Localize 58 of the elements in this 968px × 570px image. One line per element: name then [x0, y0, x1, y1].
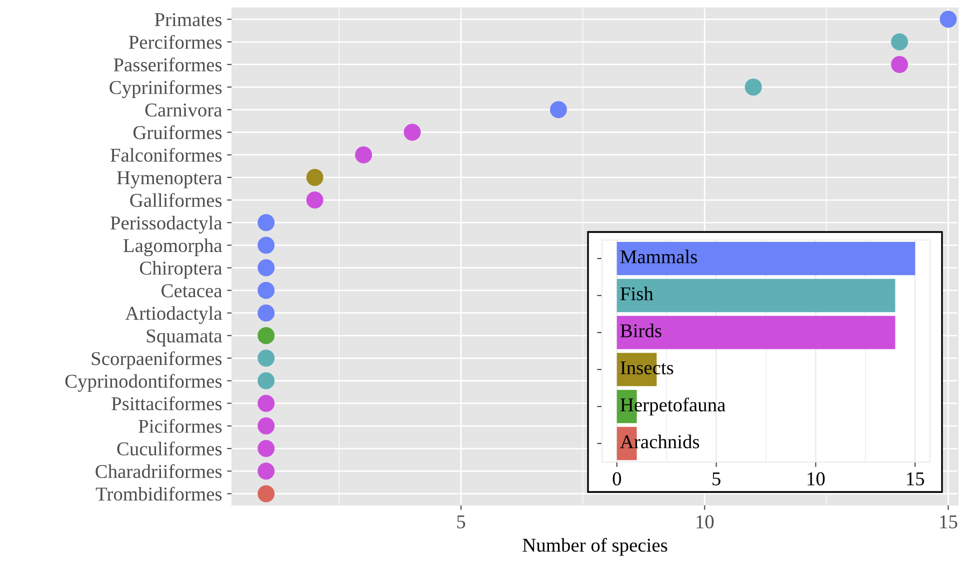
y-tick-label: Cyprinodontiformes — [65, 374, 222, 392]
point — [404, 124, 421, 141]
y-tick-label: Mammals — [620, 250, 697, 264]
y-tick-label: Psittaciformes — [112, 396, 222, 410]
point — [550, 101, 567, 118]
y-tick-label: Gruiformes — [133, 125, 222, 140]
point — [258, 259, 275, 276]
point — [258, 372, 275, 390]
y-tick-label: Trombidiformes — [96, 486, 222, 501]
x-tick-label: 0 — [612, 472, 622, 486]
point — [891, 56, 908, 73]
y-tick-label: Artiodactyla — [125, 306, 222, 324]
bar — [616, 316, 896, 350]
y-tick-label: Hymenoptera — [117, 171, 222, 188]
x-tick-label: 10 — [808, 472, 825, 486]
y-tick-label: Primates — [154, 13, 222, 26]
y-tick-label: Lagomorpha — [123, 238, 222, 256]
bar — [616, 278, 896, 312]
x-tick-label: 5 — [712, 472, 720, 486]
point — [258, 327, 275, 344]
point — [355, 146, 372, 164]
x-tick-label: 10 — [696, 515, 714, 528]
y-tick-label: Scorpaeniformes — [92, 351, 222, 370]
y-tick-label: Carnivora — [145, 104, 222, 117]
y-tick-label: Cetacea — [162, 284, 222, 298]
point — [306, 168, 324, 186]
point — [258, 236, 275, 254]
x-tick-label: 15 — [940, 515, 958, 528]
y-tick-label: Charadriiformes — [96, 464, 222, 478]
point — [306, 192, 324, 209]
y-tick-label: Galliformes — [130, 193, 222, 207]
x-tick-label: 5 — [457, 515, 466, 528]
point — [258, 350, 275, 367]
point — [258, 417, 275, 434]
point — [258, 485, 275, 502]
y-tick-label: Birds — [620, 324, 662, 338]
x-axis-title: Number of species — [522, 538, 668, 556]
y-tick-label: Cuculiformes — [117, 442, 222, 456]
y-tick-label: Falconiformes — [110, 148, 222, 162]
y-tick-label: Passeriformes — [114, 58, 222, 72]
point — [258, 462, 275, 480]
y-tick-label: Perissodactyla — [110, 216, 222, 234]
point — [258, 394, 275, 412]
point — [891, 33, 908, 50]
y-tick-label: Fish — [620, 286, 654, 300]
y-tick-label: Piciformes — [138, 418, 222, 433]
point — [258, 282, 275, 299]
point — [744, 78, 762, 96]
bar — [616, 242, 916, 276]
point — [940, 10, 957, 28]
point — [258, 440, 275, 458]
y-tick-label: Cypriniformes — [110, 80, 222, 98]
y-tick-label: Squamata — [146, 329, 222, 346]
x-tick-label: 15 — [907, 472, 924, 486]
point — [258, 304, 275, 322]
y-tick-label: Chiroptera — [140, 261, 222, 279]
point — [258, 214, 275, 232]
y-tick-label: Perciformes — [128, 34, 222, 49]
